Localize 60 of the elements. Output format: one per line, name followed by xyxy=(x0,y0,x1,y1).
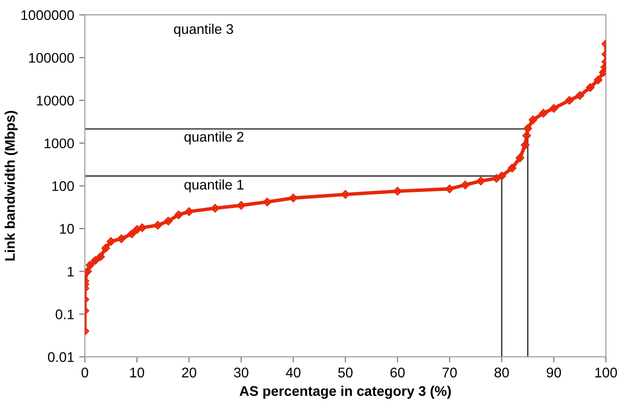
point xyxy=(520,140,530,150)
point xyxy=(86,260,94,270)
point xyxy=(127,230,136,238)
point xyxy=(132,225,142,234)
y-tick-label: 10 xyxy=(60,224,74,234)
x-tick-label: 100 xyxy=(595,368,617,378)
point xyxy=(539,108,548,118)
point xyxy=(96,252,105,261)
x-tick-label: 10 xyxy=(130,368,144,378)
point xyxy=(210,204,220,212)
x-tick-label: 20 xyxy=(182,368,196,378)
point xyxy=(154,220,162,230)
point xyxy=(460,180,470,190)
y-tick-label: 1000000 xyxy=(21,10,74,20)
point xyxy=(565,96,574,105)
point xyxy=(508,164,516,172)
y-tick-label: 10000 xyxy=(36,96,74,106)
x-tick-label: 30 xyxy=(234,368,248,378)
point xyxy=(174,210,183,220)
y-tick-label: 100000 xyxy=(29,52,74,63)
point xyxy=(586,83,595,92)
x-tick-label: 60 xyxy=(390,368,405,378)
x-tick-label: 80 xyxy=(494,368,509,378)
point xyxy=(492,174,501,183)
point xyxy=(576,91,584,100)
point xyxy=(84,267,92,276)
y-tick-label: 1000 xyxy=(44,138,74,148)
annotation: quantile 2 xyxy=(184,132,244,144)
y-tick-label: 0.1 xyxy=(56,309,74,320)
point xyxy=(476,176,486,186)
point xyxy=(164,216,173,226)
point xyxy=(91,256,100,265)
point xyxy=(341,190,350,199)
x-tick-label: 40 xyxy=(286,368,300,378)
point xyxy=(445,184,454,194)
x-axis-title: AS percentage in category 3 (%) xyxy=(240,386,451,399)
point xyxy=(594,76,602,84)
point xyxy=(550,104,558,113)
x-tick-label: 0 xyxy=(82,368,88,378)
point xyxy=(262,198,272,206)
point xyxy=(393,186,402,196)
point xyxy=(523,124,532,133)
point xyxy=(522,131,531,140)
y-axis-title: Link bandwidth (Mbps) xyxy=(4,110,18,261)
x-tick-label: 90 xyxy=(546,368,561,378)
point xyxy=(138,223,146,232)
point xyxy=(528,116,538,124)
y-tick-label: 1 xyxy=(68,266,74,276)
annotation: quantile 3 xyxy=(174,24,234,37)
point xyxy=(101,244,110,252)
point xyxy=(516,154,524,162)
point xyxy=(106,237,116,246)
point xyxy=(497,172,506,180)
x-tick-label: 70 xyxy=(442,368,457,378)
point xyxy=(117,234,126,243)
y-tick-label: 0.01 xyxy=(48,352,74,362)
point xyxy=(184,207,194,216)
y-tick-label: 100 xyxy=(52,181,74,192)
annotation: quantile 1 xyxy=(184,179,244,192)
x-tick-label: 50 xyxy=(338,368,353,378)
